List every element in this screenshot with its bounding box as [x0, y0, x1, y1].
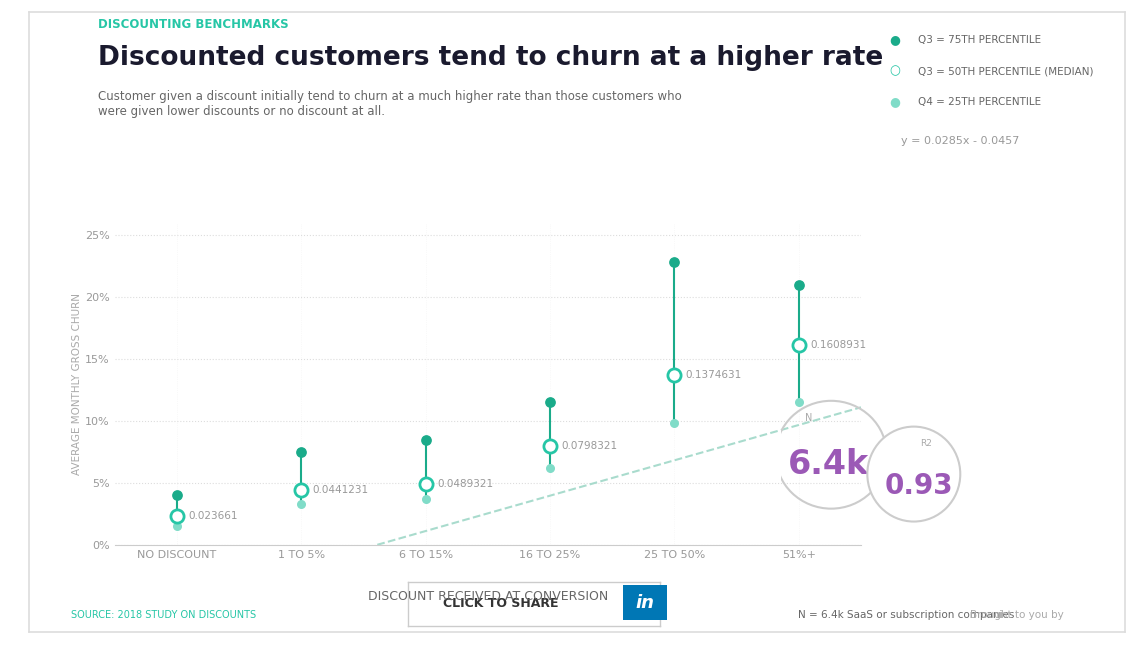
Point — [417, 435, 435, 445]
Text: 6.4k: 6.4k — [788, 448, 869, 481]
Text: Brought to you by: Brought to you by — [970, 610, 1064, 620]
Text: N = 6.4k SaaS or subscription companies: N = 6.4k SaaS or subscription companies — [798, 610, 1014, 620]
Point — [168, 490, 186, 501]
Text: ●: ● — [890, 34, 900, 46]
Point — [790, 279, 808, 290]
Text: DISCOUNTING BENCHMARKS: DISCOUNTING BENCHMARKS — [98, 18, 288, 31]
Text: 0.023661: 0.023661 — [188, 511, 238, 521]
Text: DISCOUNT RECEIVED AT CONVERSION: DISCOUNT RECEIVED AT CONVERSION — [367, 590, 608, 603]
Point — [417, 479, 435, 490]
Point — [292, 485, 310, 495]
Text: y = 0.0285x - 0.0457: y = 0.0285x - 0.0457 — [901, 135, 1019, 146]
Text: SOURCE: 2018 STUDY ON DISCOUNTS: SOURCE: 2018 STUDY ON DISCOUNTS — [71, 610, 256, 620]
Y-axis label: AVERAGE MONTHLY GROSS CHURN: AVERAGE MONTHLY GROSS CHURN — [72, 293, 82, 475]
Point — [292, 447, 310, 457]
Text: 0.1374631: 0.1374631 — [685, 370, 742, 379]
Point — [666, 370, 684, 380]
Text: N: N — [805, 413, 812, 423]
Point — [417, 494, 435, 504]
Text: 0.93: 0.93 — [885, 472, 953, 501]
Point — [790, 341, 808, 351]
Text: 0.0441231: 0.0441231 — [312, 485, 369, 495]
Point — [168, 521, 186, 531]
Point — [168, 510, 186, 521]
Circle shape — [868, 426, 960, 522]
Point — [790, 397, 808, 408]
Point — [541, 441, 559, 451]
Text: Q3 = 75TH PERCENTILE: Q3 = 75TH PERCENTILE — [918, 35, 1041, 46]
Point — [292, 499, 310, 510]
Text: 0.0489321: 0.0489321 — [437, 479, 492, 490]
Text: ●: ● — [890, 95, 900, 108]
Text: Q3 = 50TH PERCENTILE (MEDIAN): Q3 = 50TH PERCENTILE (MEDIAN) — [918, 66, 1094, 77]
Point — [541, 463, 559, 473]
Text: Q4 = 25TH PERCENTILE: Q4 = 25TH PERCENTILE — [918, 97, 1041, 108]
Point — [666, 419, 684, 429]
Text: CLICK TO SHARE: CLICK TO SHARE — [443, 597, 559, 610]
Text: Discounted customers tend to churn at a higher rate: Discounted customers tend to churn at a … — [98, 45, 883, 71]
Text: 0.0798321: 0.0798321 — [561, 441, 618, 451]
Text: Customer given a discount initially tend to churn at a much higher rate than tho: Customer given a discount initially tend… — [98, 90, 681, 118]
Point — [541, 397, 559, 408]
Point — [666, 257, 684, 268]
Text: 0.1608931: 0.1608931 — [810, 341, 866, 350]
Text: R2: R2 — [920, 439, 932, 448]
Text: ○: ○ — [890, 64, 900, 77]
Text: in: in — [636, 595, 654, 613]
